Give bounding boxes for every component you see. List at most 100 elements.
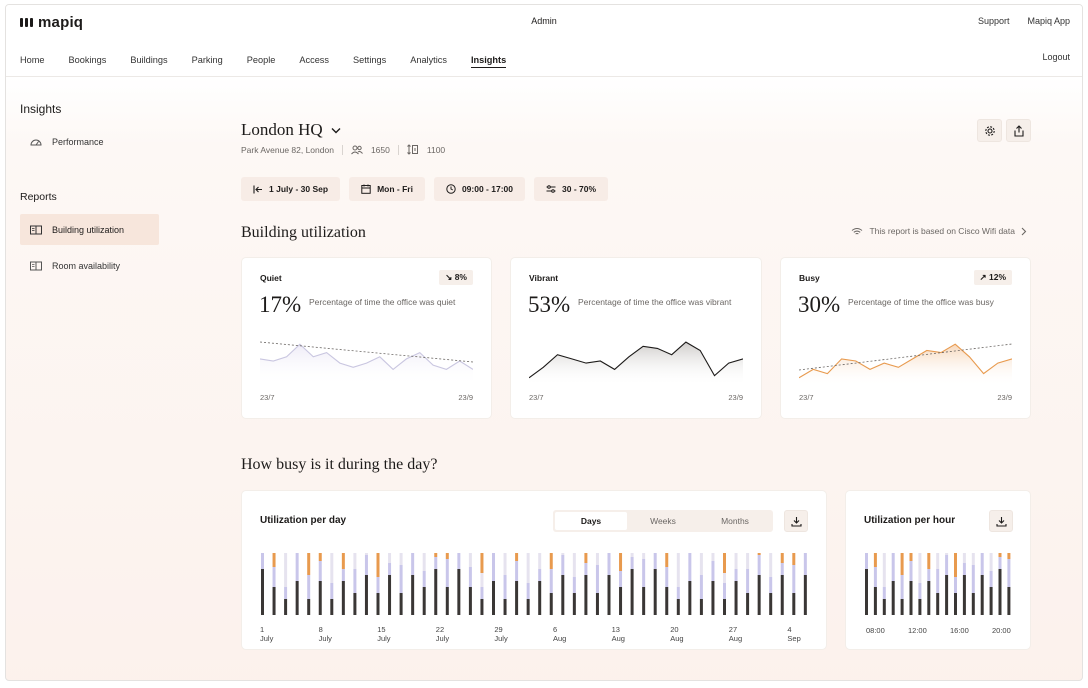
bar-busy xyxy=(723,553,726,573)
logo-text: mapiq xyxy=(38,14,84,31)
bar-quiet xyxy=(989,571,993,587)
tab-weeks[interactable]: Weeks xyxy=(650,516,676,526)
bar-empty xyxy=(989,553,993,571)
bar-empty xyxy=(882,553,886,587)
trend-badge: ↘ 8% xyxy=(439,270,473,285)
axis-tick-label: 6 Aug xyxy=(553,625,567,643)
tab-months[interactable]: Months xyxy=(721,516,749,526)
location-name: London HQ xyxy=(241,120,323,139)
wifi-icon xyxy=(852,227,863,234)
bar-vibrant xyxy=(746,593,750,615)
filter-label: 1 July - 30 Sep xyxy=(269,184,329,194)
nav-buildings[interactable]: Buildings xyxy=(130,55,168,65)
sparkline-start-label: 23/7 xyxy=(529,393,544,402)
location-address: Park Avenue 82, London xyxy=(241,144,334,155)
axis-tick-label: 8 July xyxy=(318,625,332,643)
bar-quiet xyxy=(619,571,623,587)
bar-empty xyxy=(422,553,426,571)
nav-people[interactable]: People xyxy=(246,55,276,65)
bar-quiet xyxy=(445,559,449,587)
card-description: Percentage of time the office was busy xyxy=(848,297,994,307)
bar-busy xyxy=(434,553,438,557)
location-selector[interactable]: London HQ xyxy=(241,120,341,140)
data-source-link[interactable]: This report is based on Cisco Wifi data xyxy=(851,226,1027,236)
card-label: Vibrant xyxy=(529,273,559,283)
bar-quiet xyxy=(561,555,565,575)
axis-tick-label: 4 Sep xyxy=(787,625,801,643)
bar-vibrant xyxy=(503,599,507,615)
people-count: 1650 xyxy=(370,144,390,155)
nav-analytics[interactable]: Analytics xyxy=(410,55,447,65)
sidebar-item-label: Room availability xyxy=(52,260,121,271)
app-context-title: Admin xyxy=(531,16,557,26)
capacity-count: 1100 xyxy=(426,144,446,155)
weekday-filter[interactable]: Mon - Fri xyxy=(349,177,425,201)
calendar-icon xyxy=(361,184,371,194)
bar-vibrant xyxy=(318,581,322,615)
bar-vibrant xyxy=(538,581,542,615)
support-link[interactable]: Support xyxy=(977,16,1010,26)
sidebar-item-room-availability[interactable]: Room availability xyxy=(20,250,159,281)
bar-quiet xyxy=(457,553,461,569)
bar-vibrant xyxy=(873,587,877,615)
bar-vibrant xyxy=(515,581,519,615)
bar-vibrant xyxy=(757,575,761,615)
bar-vibrant xyxy=(665,587,669,615)
nav-settings[interactable]: Settings xyxy=(353,55,387,65)
nav-bookings[interactable]: Bookings xyxy=(68,55,107,65)
bar-empty xyxy=(572,553,576,577)
bar-quiet xyxy=(411,553,415,575)
nav-parking[interactable]: Parking xyxy=(191,55,223,65)
threshold-filter[interactable]: 30 - 70% xyxy=(534,177,609,201)
mapiq-app-link[interactable]: Mapiq App xyxy=(1027,16,1070,26)
date-range-filter[interactable]: 1 July - 30 Sep xyxy=(241,177,341,201)
nav-home[interactable]: Home xyxy=(20,55,45,65)
bar-quiet xyxy=(723,583,726,599)
sidebar-reports-title: Reports xyxy=(20,191,57,203)
bar-vibrant xyxy=(676,599,680,615)
nav-access[interactable]: Access xyxy=(299,55,329,65)
bar-empty xyxy=(595,553,599,565)
bar-empty xyxy=(971,553,975,565)
bar-empty xyxy=(538,553,542,569)
bar-empty xyxy=(468,553,472,567)
sidebar-item-building-utilization[interactable]: Building utilization xyxy=(20,214,159,245)
axis-tick-label: 15 July xyxy=(377,625,391,643)
quiet-card[interactable]: Quiet ↘ 8% 17% Percentage of time the of… xyxy=(242,258,491,418)
quiet-sparkline xyxy=(260,341,473,386)
logout-link[interactable]: Logout xyxy=(1042,52,1070,62)
bar-quiet xyxy=(364,555,368,575)
time-filter[interactable]: 09:00 - 17:00 xyxy=(433,177,525,201)
bar-quiet xyxy=(865,553,868,569)
bar-empty xyxy=(699,553,703,575)
trend-badge: ↗ 12% xyxy=(973,270,1012,285)
download-button[interactable] xyxy=(784,510,808,532)
download-icon xyxy=(995,516,1007,527)
bar-vibrant xyxy=(526,599,530,615)
bar-quiet xyxy=(284,587,288,599)
nav-insights[interactable]: Insights xyxy=(470,55,507,68)
share-button[interactable] xyxy=(1006,119,1031,142)
logo[interactable]: mapiq xyxy=(20,14,83,31)
download-button[interactable] xyxy=(989,510,1013,532)
bar-empty xyxy=(769,553,773,577)
sparkline-area xyxy=(260,344,473,386)
bar-vibrant xyxy=(619,587,623,615)
card-value: 30% xyxy=(798,292,841,317)
bar-vibrant xyxy=(445,587,449,615)
bar-quiet xyxy=(584,563,588,575)
location-meta: Park Avenue 82, London 1650 1100 xyxy=(241,144,445,155)
busy-card[interactable]: Busy ↗ 12% 30% Percentage of time the of… xyxy=(781,258,1030,418)
tab-days[interactable]: Days xyxy=(555,512,627,530)
sidebar-item-performance[interactable]: Performance xyxy=(20,126,159,157)
bar-quiet xyxy=(918,583,922,599)
bar-empty xyxy=(364,553,368,555)
bar-vibrant xyxy=(411,575,415,615)
bar-vibrant xyxy=(1007,587,1011,615)
bar-empty xyxy=(388,553,392,563)
bar-empty xyxy=(734,553,738,569)
vibrant-card[interactable]: Vibrant 53% Percentage of time the offic… xyxy=(511,258,761,418)
bar-vibrant xyxy=(468,587,472,615)
settings-button[interactable] xyxy=(977,119,1002,142)
bar-quiet xyxy=(653,553,657,569)
